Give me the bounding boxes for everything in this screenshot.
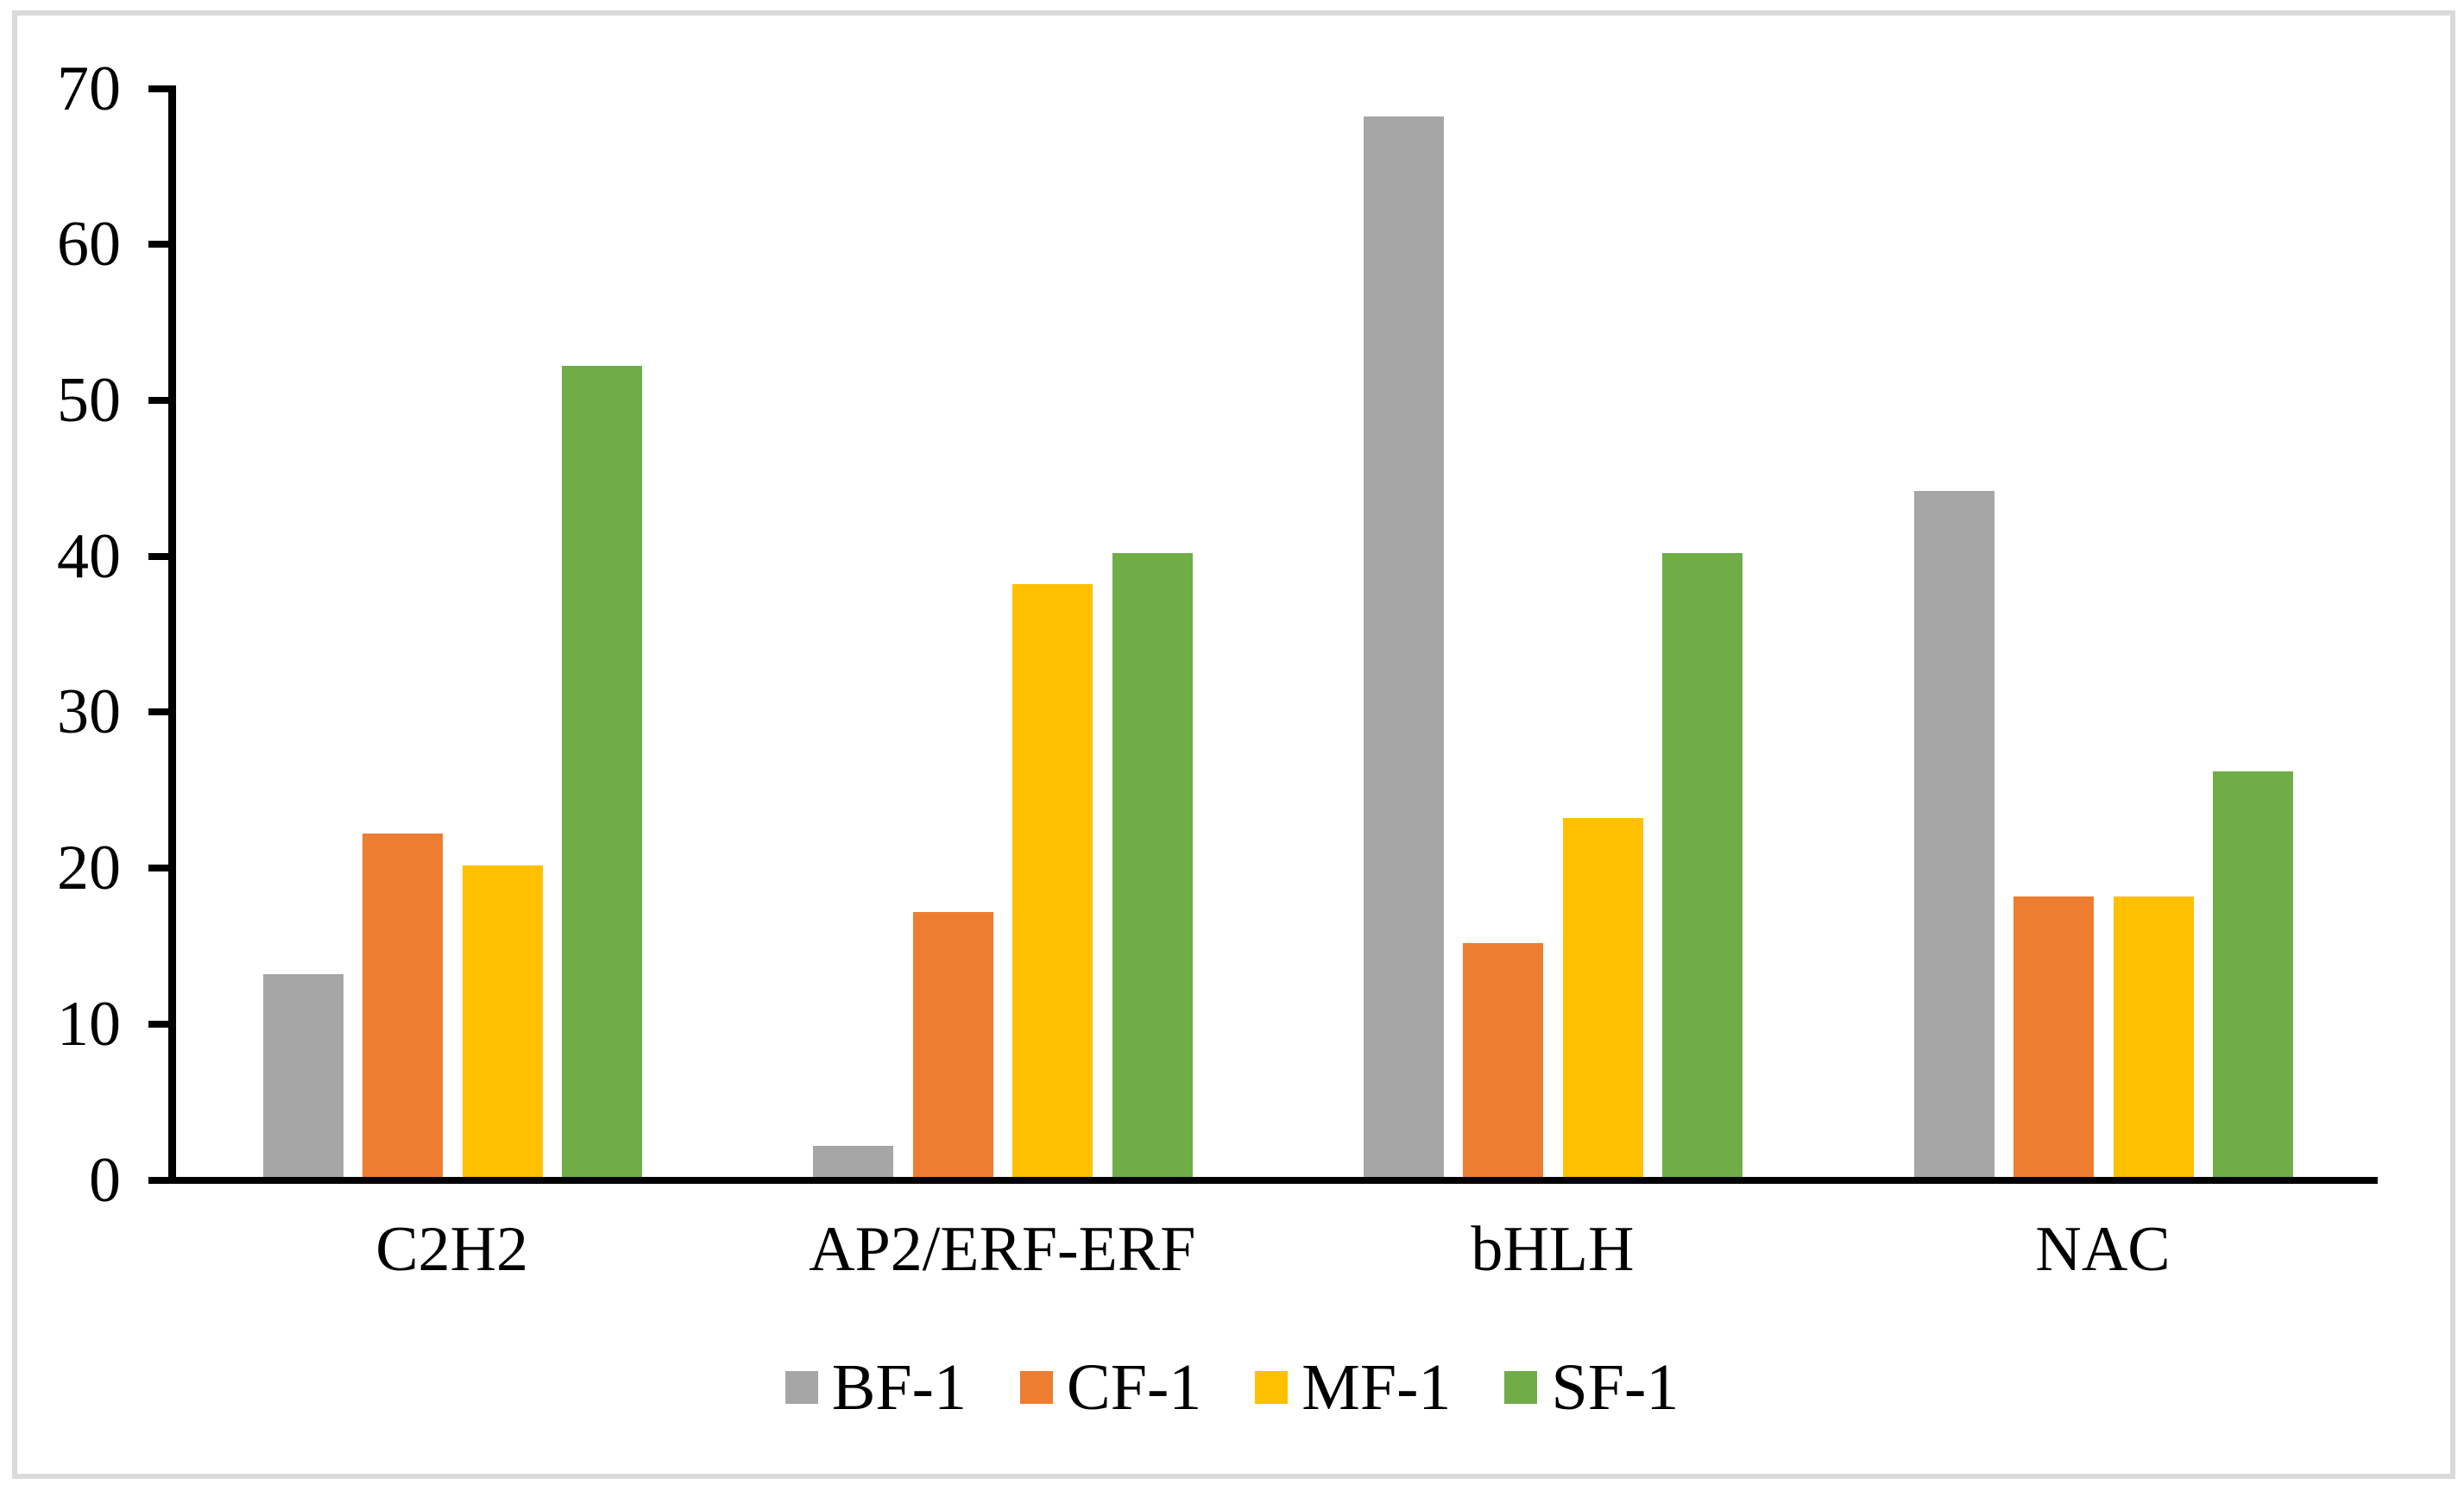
y-tick-label-0: 0 bbox=[89, 1144, 121, 1216]
y-tick-label-70: 70 bbox=[57, 53, 121, 124]
y-tick-label-30: 30 bbox=[57, 676, 121, 748]
legend-item-MF-1: MF-1 bbox=[1255, 1344, 1451, 1431]
legend-swatch-BF-1 bbox=[785, 1371, 818, 1404]
legend-swatch-CF-1 bbox=[1020, 1371, 1053, 1404]
y-tick-30 bbox=[148, 708, 173, 716]
legend-item-SF-1: SF-1 bbox=[1504, 1344, 1679, 1431]
bar-MF-1-C2H2 bbox=[462, 865, 543, 1177]
bar-SF-1-bHLH bbox=[1662, 553, 1743, 1177]
legend-label-MF-1: MF-1 bbox=[1301, 1351, 1452, 1424]
legend-label-BF-1: BF-1 bbox=[831, 1351, 967, 1424]
x-category-label-bHLH: bHLH bbox=[1471, 1214, 1635, 1285]
y-tick-label-10: 10 bbox=[57, 988, 121, 1060]
y-tick-label-20: 20 bbox=[57, 833, 121, 904]
bar-SF-1-C2H2 bbox=[562, 366, 643, 1177]
y-tick-0 bbox=[148, 1176, 173, 1184]
y-tick-60 bbox=[148, 241, 173, 248]
y-tick-50 bbox=[148, 397, 173, 404]
bar-SF-1-AP2/ERF-ERF bbox=[1112, 553, 1193, 1177]
x-axis-line bbox=[153, 1177, 2378, 1184]
y-tick-label-50: 50 bbox=[57, 365, 121, 436]
bar-BF-1-AP2/ERF-ERF bbox=[813, 1145, 894, 1177]
bar-BF-1-NAC bbox=[1913, 490, 1995, 1177]
bar-CF-1-bHLH bbox=[1463, 942, 1544, 1177]
bar-MF-1-AP2/ERF-ERF bbox=[1012, 584, 1093, 1177]
bar-CF-1-NAC bbox=[2013, 896, 2095, 1177]
bar-SF-1-NAC bbox=[2213, 771, 2294, 1177]
legend-swatch-SF-1 bbox=[1504, 1371, 1538, 1404]
y-tick-40 bbox=[148, 552, 173, 560]
y-tick-label-60: 60 bbox=[57, 209, 121, 280]
y-axis-line bbox=[168, 85, 176, 1184]
legend-label-CF-1: CF-1 bbox=[1067, 1351, 1202, 1424]
y-tick-20 bbox=[148, 865, 173, 872]
bar-CF-1-C2H2 bbox=[362, 834, 444, 1177]
legend-swatch-MF-1 bbox=[1255, 1371, 1289, 1404]
y-tick-10 bbox=[148, 1020, 173, 1028]
y-tick-70 bbox=[148, 85, 173, 92]
legend-label-SF-1: SF-1 bbox=[1551, 1351, 1679, 1424]
bar-CF-1-AP2/ERF-ERF bbox=[912, 911, 993, 1177]
bar-BF-1-C2H2 bbox=[262, 974, 343, 1177]
legend-item-BF-1: BF-1 bbox=[785, 1344, 967, 1431]
y-tick-label-40: 40 bbox=[57, 520, 121, 592]
x-category-label-C2H2: C2H2 bbox=[375, 1214, 528, 1285]
x-category-label-NAC: NAC bbox=[2035, 1214, 2171, 1285]
bar-MF-1-NAC bbox=[2113, 896, 2194, 1177]
bar-BF-1-bHLH bbox=[1363, 116, 1444, 1177]
legend: BF-1 CF-1 MF-1 SF-1 bbox=[0, 1339, 2464, 1436]
x-category-label-AP2/ERF-ERF: AP2/ERF-ERF bbox=[809, 1214, 1196, 1285]
legend-item-CF-1: CF-1 bbox=[1020, 1344, 1201, 1431]
bar-MF-1-bHLH bbox=[1562, 818, 1643, 1177]
